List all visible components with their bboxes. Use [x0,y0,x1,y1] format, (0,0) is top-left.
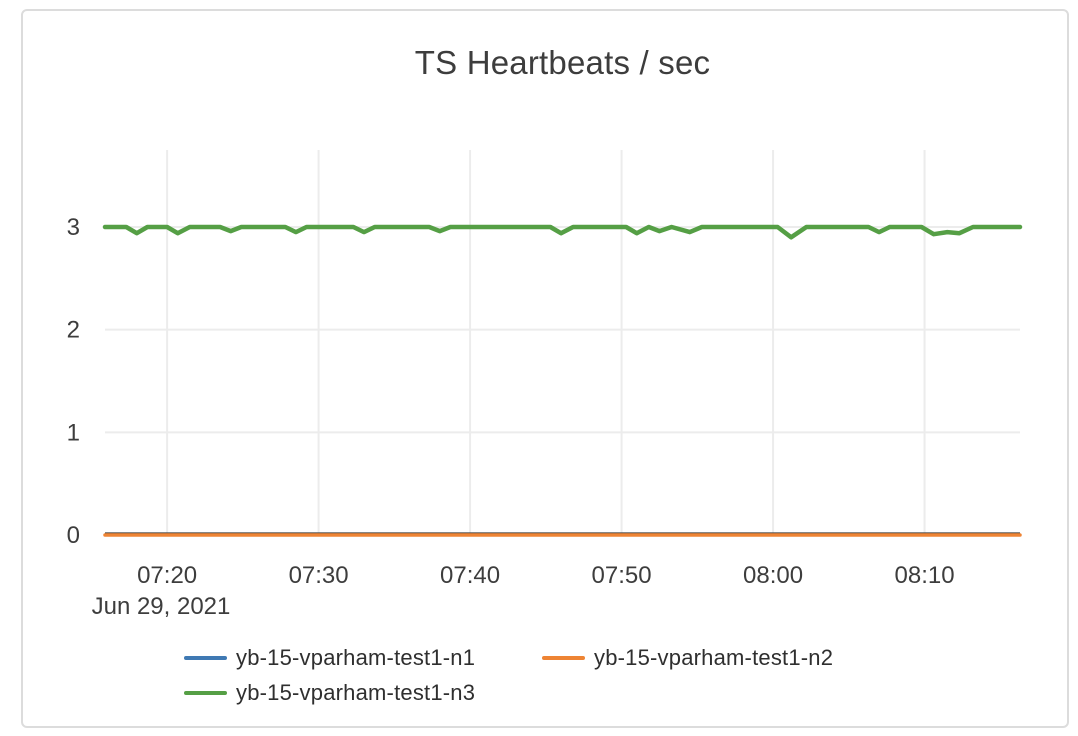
legend-swatch-orange-line [542,656,585,660]
legend-item-n3[interactable]: yb-15-vparham-test1-n3 [184,680,514,706]
legend-swatch-green-line [184,691,227,695]
legend-label: yb-15-vparham-test1-n2 [594,645,834,670]
legend-swatch-blue-line [184,656,227,660]
x-axis-date-label: Jun 29, 2021 [92,593,231,620]
y-tick-label: 0 [67,522,80,549]
chart-title: TS Heartbeats / sec [414,44,711,81]
legend-label: yb-15-vparham-test1-n1 [236,645,476,670]
y-tick-label: 2 [67,317,80,344]
x-tick-label: 08:10 [895,562,955,589]
series-line-yb-15-vparham-test1-n3 [102,224,1023,240]
chart-card [21,9,1069,728]
legend-item-n2[interactable]: yb-15-vparham-test1-n2 [542,645,872,671]
legend: yb-15-vparham-test1-n1 yb-15-vparham-tes… [184,645,894,706]
x-tick-label: 08:00 [743,562,803,589]
x-tick-label: 07:40 [440,562,500,589]
x-tick-label: 07:20 [137,562,197,589]
legend-label: yb-15-vparham-test1-n3 [236,680,476,705]
x-tick-label: 07:30 [289,562,349,589]
legend-item-n1[interactable]: yb-15-vparham-test1-n1 [184,645,514,671]
y-tick-label: 3 [67,214,80,241]
y-tick-label: 1 [67,419,80,446]
x-tick-label: 07:50 [592,562,652,589]
